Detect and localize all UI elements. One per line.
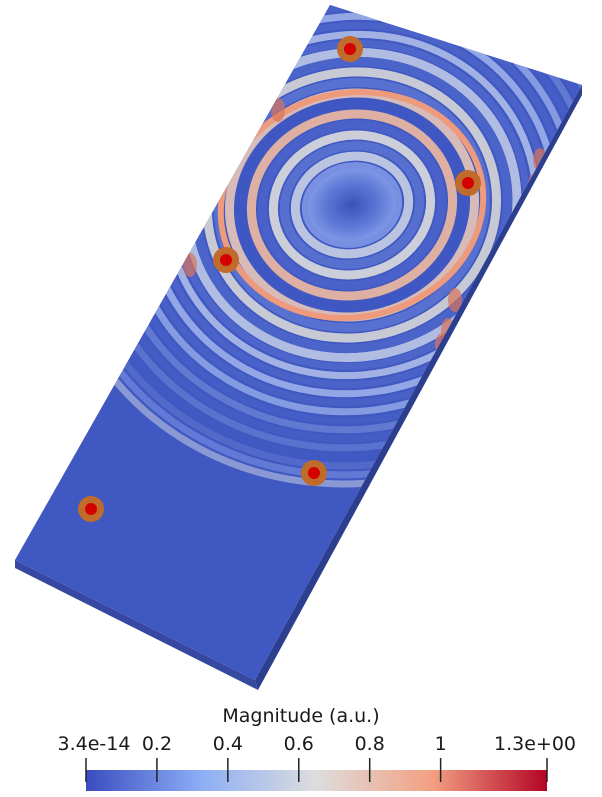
- colorbar-gradient: [86, 770, 547, 791]
